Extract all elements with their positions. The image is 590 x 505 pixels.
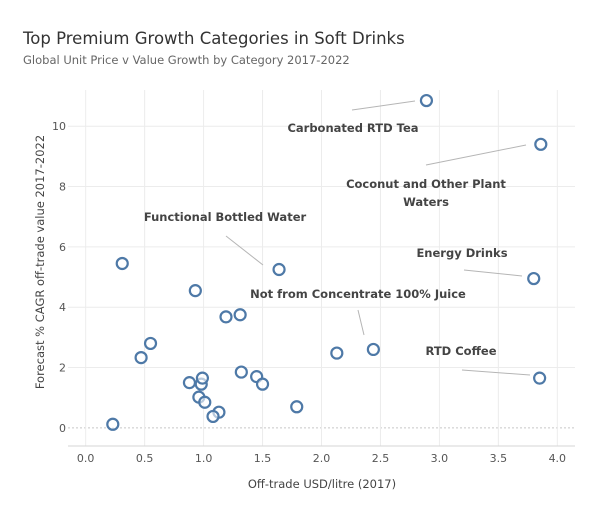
annotation-leader-line — [463, 269, 523, 277]
y-tick-label: 10 — [52, 120, 66, 133]
y-axis-title: Forecast % CAGR off-trade value 2017-202… — [33, 135, 47, 389]
data-point — [290, 400, 304, 414]
y-tick-label: 8 — [59, 181, 66, 194]
x-tick-label: 2.0 — [313, 452, 331, 465]
y-tick-label: 4 — [59, 301, 66, 314]
data-point — [106, 417, 120, 431]
data-point — [188, 284, 202, 298]
y-tick-label: 0 — [59, 422, 66, 435]
data-point — [272, 262, 286, 277]
gridlines — [68, 90, 575, 447]
data-point — [534, 137, 548, 151]
data-point — [533, 371, 547, 385]
data-point — [143, 336, 158, 351]
annotation-label: Waters — [403, 195, 449, 209]
data-point — [527, 271, 541, 286]
data-point — [233, 308, 247, 322]
annotation-label: Coconut and Other Plant — [346, 177, 506, 191]
chart-subtitle: Global Unit Price v Value Growth by Cate… — [23, 53, 350, 67]
x-tick-label: 3.5 — [490, 452, 508, 465]
y-tick-label: 6 — [59, 241, 66, 254]
data-point — [330, 346, 344, 360]
annotation-leader-line — [461, 369, 531, 376]
annotation-label: Energy Drinks — [416, 246, 507, 260]
data-point — [198, 395, 212, 409]
data-point — [255, 377, 270, 391]
x-axis-title: Off-trade USD/litre (2017) — [248, 477, 396, 491]
data-point — [182, 376, 197, 390]
annotation-leader-line — [357, 309, 365, 336]
data-point — [206, 409, 220, 424]
annotation-label: RTD Coffee — [426, 344, 497, 358]
annotation-leaders — [225, 100, 531, 376]
data-point — [115, 256, 129, 271]
annotation-leader-line — [351, 100, 416, 111]
annotation-leader-line — [225, 235, 264, 266]
x-tick-label: 0.5 — [136, 452, 154, 465]
x-tick-label: 1.5 — [254, 452, 272, 465]
x-tick-label: 4.0 — [549, 452, 567, 465]
data-points — [106, 93, 548, 431]
x-tick-label: 0.0 — [77, 452, 95, 465]
data-point — [234, 365, 248, 379]
y-tick-label: 2 — [59, 362, 66, 375]
data-point — [419, 93, 434, 108]
annotations: Carbonated RTD Tea Coconut and Other Plan… — [144, 121, 508, 358]
data-point — [134, 351, 148, 365]
annotation-leader-line — [425, 144, 527, 166]
x-tick-label: 1.0 — [195, 452, 213, 465]
data-point — [195, 371, 210, 385]
x-tick-label: 3.0 — [431, 452, 449, 465]
x-tick-label: 2.5 — [372, 452, 390, 465]
data-point — [366, 342, 380, 357]
annotation-label: Carbonated RTD Tea — [287, 121, 418, 135]
axis-ticks: 0 2 4 6 8 10 0.0 0.5 1.0 1.5 2.0 2.5 3.0 3.5 4.0 — [52, 120, 566, 465]
annotation-label: Not from Concentrate 100% Juice — [250, 287, 466, 301]
annotation-label: Functional Bottled Water — [144, 210, 307, 224]
chart-title: Top Premium Growth Categories in Soft Dr… — [23, 29, 405, 48]
data-point — [219, 310, 233, 324]
